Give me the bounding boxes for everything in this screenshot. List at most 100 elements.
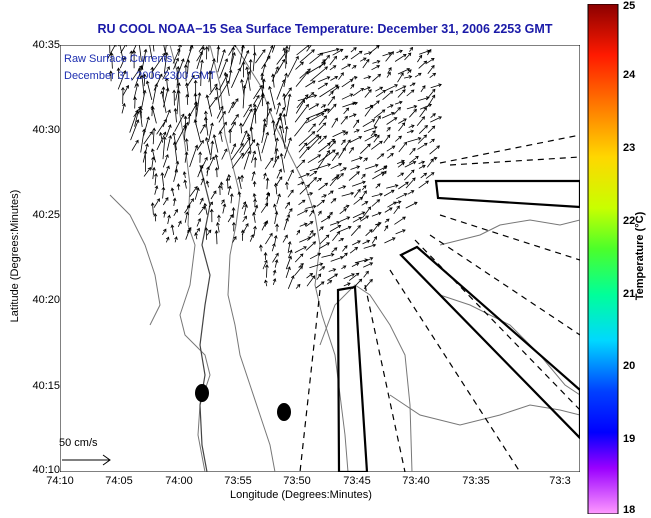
x-tick-label: 74:05 (105, 475, 133, 487)
current-vector-arrow (228, 45, 236, 56)
current-vector-arrow (306, 45, 312, 52)
current-vector-arrow (309, 252, 322, 260)
current-vector-arrow (404, 75, 413, 79)
current-vector-arrow (229, 52, 236, 71)
current-vector-arrow (427, 48, 432, 56)
current-vector-arrow (363, 243, 377, 249)
current-vector-arrow (309, 262, 324, 269)
current-vector-arrow (360, 143, 371, 154)
current-vector-arrow (117, 70, 127, 90)
current-vector-arrow (297, 209, 309, 216)
current-vector-arrow (363, 157, 368, 162)
current-vector-arrow (162, 228, 167, 236)
current-vector-arrow (283, 72, 288, 88)
current-vector-arrow (299, 68, 311, 79)
current-vector-arrow (341, 265, 347, 270)
current-vector-arrow (406, 104, 418, 110)
current-vector-arrow (373, 134, 380, 143)
current-vector-arrow (350, 225, 361, 236)
current-vector-arrow (228, 69, 233, 82)
current-vector-arrow (408, 124, 415, 129)
current-vector-arrow (183, 115, 188, 141)
current-vector-arrow (352, 211, 366, 219)
current-vector-arrow (299, 146, 310, 159)
current-vector-arrow (243, 150, 251, 170)
current-vector-arrow (198, 151, 203, 163)
y-tick-label: 40:15 (32, 380, 60, 392)
current-vector-arrow (107, 45, 117, 60)
current-vector-arrow (143, 166, 152, 177)
current-vector-arrow (315, 281, 325, 289)
current-vector-arrow (271, 45, 276, 53)
current-vector-arrow (251, 170, 256, 181)
current-vector-arrow (240, 229, 245, 241)
current-vector-arrow (203, 116, 209, 136)
current-vector-arrow (373, 115, 381, 127)
y-tick-label: 40:10 (32, 464, 60, 476)
current-vector-arrow (231, 98, 239, 109)
current-vector-arrow (130, 119, 140, 141)
current-vector-arrow (132, 45, 137, 53)
y-tick-label: 40:30 (32, 124, 60, 136)
current-vector-arrow (240, 130, 248, 146)
current-vector-arrow (375, 183, 381, 189)
current-vector-arrow (417, 54, 423, 63)
shipping-lanes (336, 179, 580, 472)
current-vector-arrow (360, 215, 370, 222)
current-vector-arrow (264, 279, 268, 287)
current-vector-arrow (318, 76, 331, 83)
current-vector-arrow (189, 45, 192, 52)
current-vector-arrow (398, 141, 408, 153)
colorbar-label: Temperature (°C) (634, 211, 646, 301)
current-vector-arrow (268, 85, 276, 110)
current-vector-arrow (387, 67, 392, 74)
current-vector-arrow (343, 107, 350, 115)
current-vector-arrow (363, 270, 369, 278)
current-vector-arrow (210, 58, 216, 73)
current-vector-arrow (209, 83, 218, 96)
current-vector-arrow (243, 103, 252, 118)
current-vector-arrow (430, 116, 443, 123)
current-vector-arrow (330, 162, 343, 170)
current-vector-arrow (425, 172, 435, 179)
current-vector-arrow (271, 73, 275, 88)
current-vector-arrow (217, 214, 221, 222)
current-vector-arrow (263, 251, 268, 260)
current-vector-arrow (274, 137, 279, 154)
current-vector-arrow (145, 80, 153, 100)
station-marker-1 (195, 384, 209, 402)
current-vector-arrow (249, 234, 254, 242)
current-vector-arrow (139, 106, 143, 119)
current-vector-arrow (219, 58, 229, 79)
current-vector-arrow (343, 273, 355, 279)
current-vector-arrow (162, 154, 169, 168)
current-vector-arrow (251, 150, 257, 163)
current-vector-arrow (362, 119, 376, 127)
current-vector-arrow (227, 174, 232, 181)
current-vector-arrow (162, 136, 167, 160)
current-vector-arrow (318, 226, 324, 231)
current-vector-arrow (173, 57, 179, 70)
current-vector-arrow (160, 172, 165, 187)
colorbar-tick: 25 (623, 0, 636, 12)
current-vector-arrow (278, 125, 286, 150)
current-vector-arrow (394, 216, 406, 225)
current-vector-arrow (384, 237, 396, 244)
current-vector-arrow (164, 45, 169, 60)
current-vector-arrow (327, 95, 335, 106)
current-vector-arrow (254, 94, 264, 115)
current-vector-arrow (329, 176, 339, 187)
current-vector-arrow (316, 108, 328, 117)
current-vector-arrow (173, 168, 179, 182)
current-vector-arrow (225, 177, 230, 189)
current-vector-arrow (276, 168, 282, 179)
current-vector-arrow (216, 45, 221, 63)
current-vector-arrow (183, 179, 188, 189)
current-vector-arrow (295, 283, 301, 289)
current-vector-arrow (372, 60, 381, 64)
current-vector-arrow (338, 72, 344, 80)
current-vector-arrow (305, 112, 325, 124)
current-vector-arrow (140, 128, 146, 153)
current-vector-arrow (348, 113, 357, 118)
current-vector-arrow (193, 79, 198, 97)
